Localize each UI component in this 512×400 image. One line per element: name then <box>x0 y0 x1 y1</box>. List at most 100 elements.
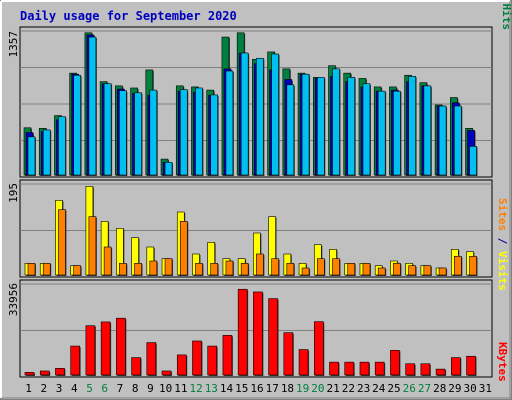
legend-entry: KBytes <box>496 342 509 382</box>
x-tick-label-day-30: 30 <box>464 382 477 395</box>
x-tick-label-day-29: 29 <box>448 382 461 395</box>
top-panel-legend: Pages / Files / Hits <box>500 0 512 30</box>
pages-bar-day-12 <box>195 87 203 176</box>
kbytes-bar-day-24 <box>374 361 385 376</box>
kbytes-bar-day-7 <box>116 317 126 376</box>
x-tick-label-day-31: 31 <box>479 382 492 395</box>
bottom-panel: 33956 KBytes <box>7 279 509 382</box>
sites-bar-day-18 <box>286 263 295 276</box>
pages-bar-day-29 <box>454 105 462 176</box>
legend-entry: / <box>496 231 509 251</box>
kbytes-bar-day-28 <box>435 368 446 376</box>
pages-bar-day-2 <box>42 129 51 176</box>
x-tick-label-day-18: 18 <box>281 382 294 395</box>
sites-bar-day-28 <box>438 267 447 276</box>
sites-bar-day-21 <box>332 258 340 276</box>
sites-bar-day-9 <box>149 260 158 276</box>
sites-bar-day-11 <box>179 221 188 276</box>
x-tick-label-day-7: 7 <box>117 382 124 395</box>
x-tick-label-day-9: 9 <box>147 382 154 395</box>
pages-bar-day-27 <box>423 85 432 176</box>
sites-bar-day-19 <box>301 267 310 276</box>
bottom-panel-legend: KBytes <box>496 342 509 382</box>
kbytes-bar-day-26 <box>405 363 415 376</box>
x-tick-label-day-26: 26 <box>403 382 416 395</box>
kbytes-bar-day-2 <box>39 370 50 376</box>
pages-bar-day-15 <box>240 52 249 176</box>
x-tick-label-day-23: 23 <box>357 382 370 395</box>
kbytes-bar-day-1 <box>24 372 35 376</box>
kbytes-bar-day-19 <box>298 349 309 376</box>
sites-bar-day-26 <box>408 265 416 276</box>
pages-bar-day-10 <box>164 161 173 176</box>
pages-bar-day-26 <box>408 76 416 176</box>
middle-panel-legend: Sites / Visits <box>496 198 509 291</box>
pages-bar-day-14 <box>225 70 234 176</box>
kbytes-bar-day-5 <box>85 325 96 376</box>
kbytes-bar-day-27 <box>420 363 431 376</box>
kbytes-bar-day-18 <box>283 332 294 376</box>
kbytes-bar-day-10 <box>161 370 172 376</box>
pages-bar-day-22 <box>347 77 356 176</box>
x-tick-label-day-6: 6 <box>101 382 108 395</box>
sites-bar-day-10 <box>164 258 173 276</box>
x-tick-label-day-1: 1 <box>25 382 32 395</box>
x-tick-label-day-3: 3 <box>56 382 63 395</box>
legend-entry: Hits <box>500 4 512 31</box>
kbytes-bar-day-21 <box>329 361 339 376</box>
kbytes-bar-day-22 <box>344 361 355 376</box>
x-tick-label-day-20: 20 <box>311 382 324 395</box>
kbytes-bar-day-30 <box>466 355 476 376</box>
kbytes-bar-day-14 <box>222 335 233 376</box>
pages-bar-day-20 <box>316 77 325 176</box>
sites-bar-day-24 <box>377 267 386 276</box>
top-panel-max-label: 1357 <box>7 31 20 58</box>
kbytes-bar-day-25 <box>390 350 400 376</box>
pages-bar-day-11 <box>179 89 188 176</box>
x-tick-label-day-5: 5 <box>86 382 93 395</box>
sites-bar-day-23 <box>362 263 371 276</box>
sites-bar-day-22 <box>347 263 356 276</box>
sites-bar-day-27 <box>423 265 432 276</box>
middle-panel: 195 Sites / Visits <box>7 179 509 291</box>
kbytes-bar-day-11 <box>176 354 187 376</box>
sites-bar-day-8 <box>134 263 142 276</box>
x-tick-label-day-17: 17 <box>266 382 279 395</box>
sites-bar-day-5 <box>88 216 97 276</box>
sites-bar-day-6 <box>103 246 112 276</box>
sites-bar-day-2 <box>42 263 51 276</box>
kbytes-bar-day-20 <box>313 321 324 376</box>
x-tick-label-day-28: 28 <box>433 382 446 395</box>
kbytes-bar-day-17 <box>268 298 278 376</box>
sites-bar-day-7 <box>119 263 127 276</box>
x-tick-label-day-10: 10 <box>159 382 172 395</box>
legend-entry: Visits <box>496 251 509 291</box>
sites-bar-day-25 <box>393 263 401 276</box>
pages-bar-day-24 <box>377 90 386 176</box>
pages-bar-day-18 <box>286 84 295 176</box>
pages-bar-day-6 <box>103 83 112 176</box>
pages-bar-day-16 <box>256 57 264 176</box>
sites-bar-day-14 <box>225 260 234 276</box>
x-axis-day-labels: 1 2 3 4 5 6 7 8 9 10 11 12 13 14 15 16 17 18 19 20 21 22 23 24 2… <box>25 382 492 395</box>
x-tick-label-day-27: 27 <box>418 382 431 395</box>
kbytes-bar-day-8 <box>131 357 141 376</box>
sites-bar-day-30 <box>469 256 477 276</box>
pages-bar-day-23 <box>362 83 371 176</box>
pages-bar-day-7 <box>119 90 127 176</box>
sites-bar-day-15 <box>240 263 249 276</box>
kbytes-bar-day-6 <box>100 321 111 376</box>
x-tick-label-day-2: 2 <box>41 382 48 395</box>
pages-bar-day-25 <box>393 90 401 176</box>
sites-bar-day-3 <box>58 209 66 276</box>
top-panel: 1357 Pages / Files / Hits <box>7 0 512 178</box>
sites-bar-day-4 <box>73 265 81 276</box>
x-tick-label-day-21: 21 <box>327 382 340 395</box>
pages-bar-day-19 <box>301 73 310 176</box>
x-tick-label-day-15: 15 <box>235 382 248 395</box>
x-tick-label-day-4: 4 <box>71 382 78 395</box>
pages-bar-day-13 <box>210 94 219 176</box>
legend-entry: / <box>500 0 512 4</box>
x-tick-label-day-13: 13 <box>205 382 218 395</box>
